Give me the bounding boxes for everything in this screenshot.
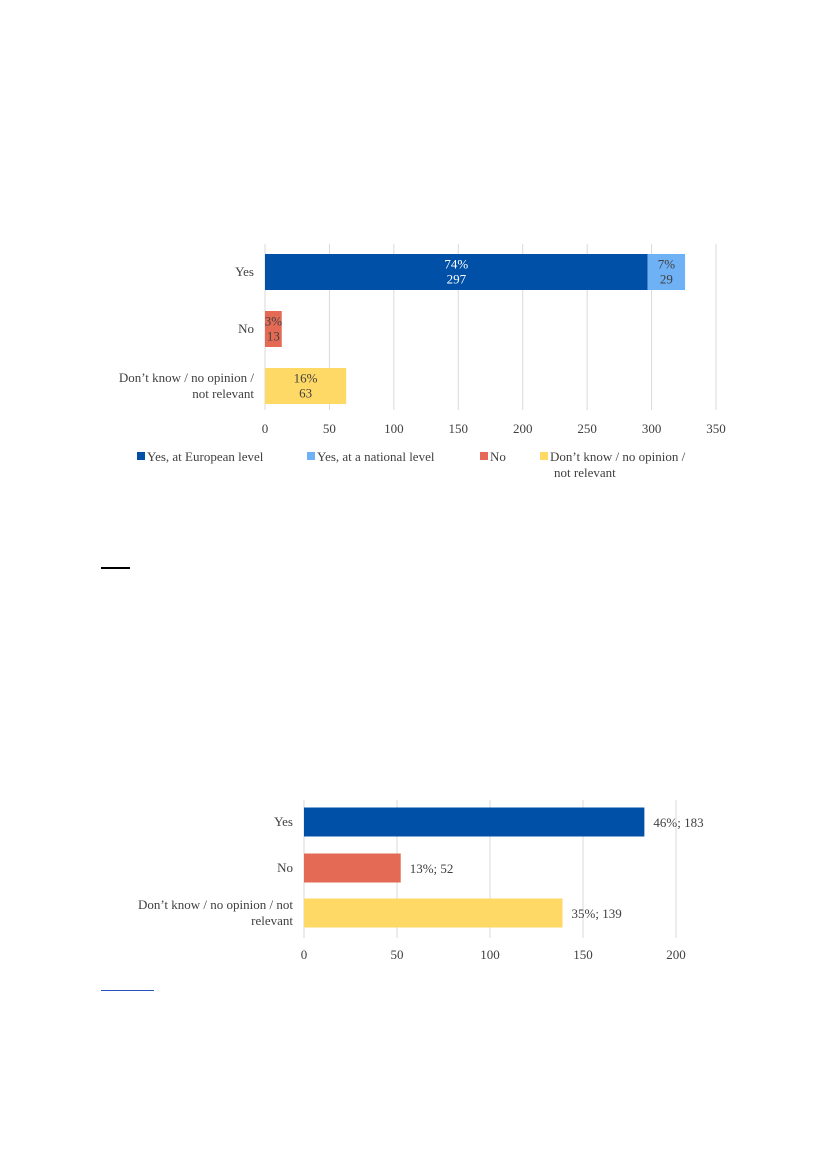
legend-label: Yes, at European level <box>147 449 264 464</box>
x-tick-label: 0 <box>262 421 269 436</box>
legend-swatch <box>137 452 145 460</box>
legend-label: Don’t know / no opinion / not relevant <box>550 449 686 480</box>
data-label: 74% 297 <box>444 257 468 287</box>
legend-swatch <box>540 452 548 460</box>
x-tick-label: 200 <box>666 947 686 962</box>
x-tick-label: 50 <box>323 421 336 436</box>
bar <box>647 254 686 290</box>
data-label: 7% 29 <box>658 257 676 287</box>
data-label: 46%; 183 <box>653 815 703 830</box>
x-tick-label: 300 <box>642 421 662 436</box>
x-tick-label: 250 <box>577 421 597 436</box>
legend-swatch <box>307 452 315 460</box>
data-label: 16% 63 <box>294 371 318 401</box>
x-tick-label: 100 <box>384 421 404 436</box>
x-tick-label: 350 <box>706 421 726 436</box>
category-label: Yes <box>235 264 254 279</box>
bar <box>304 807 645 837</box>
data-label: 3% 13 <box>265 314 283 344</box>
bar <box>265 254 648 290</box>
chart-1: 0 50 100 150 200 250 300 350 Yes No Don’t know / n… <box>119 244 726 480</box>
link-underline-1 <box>101 567 130 569</box>
data-label: 13%; 52 <box>410 861 454 876</box>
category-label: No <box>277 860 293 875</box>
legend: Yes, at European level Yes, at a national… <box>137 449 686 480</box>
x-tick-label: 200 <box>513 421 533 436</box>
category-label: Don’t know / no opinion / not relevant <box>119 370 255 401</box>
x-tick-label: 150 <box>449 421 469 436</box>
bar <box>304 853 401 883</box>
bar <box>265 368 347 404</box>
x-tick-label: 50 <box>391 947 404 962</box>
legend-label: Yes, at a national level <box>317 449 435 464</box>
bar <box>265 311 282 347</box>
x-tick-label: 150 <box>573 947 593 962</box>
category-label: Yes <box>274 814 293 829</box>
x-tick-label: 100 <box>480 947 500 962</box>
bar <box>304 898 563 928</box>
data-label: 35%; 139 <box>572 906 622 921</box>
link-underline-2 <box>101 990 154 991</box>
legend-label: No <box>490 449 506 464</box>
legend-swatch <box>480 452 488 460</box>
category-label: No <box>238 321 254 336</box>
category-label: Don’t know / no opinion / not relevant <box>138 897 293 928</box>
x-tick-label: 0 <box>301 947 308 962</box>
chart-2: 0 50 100 150 200 Yes No Don’t know / no opinion… <box>138 800 704 962</box>
